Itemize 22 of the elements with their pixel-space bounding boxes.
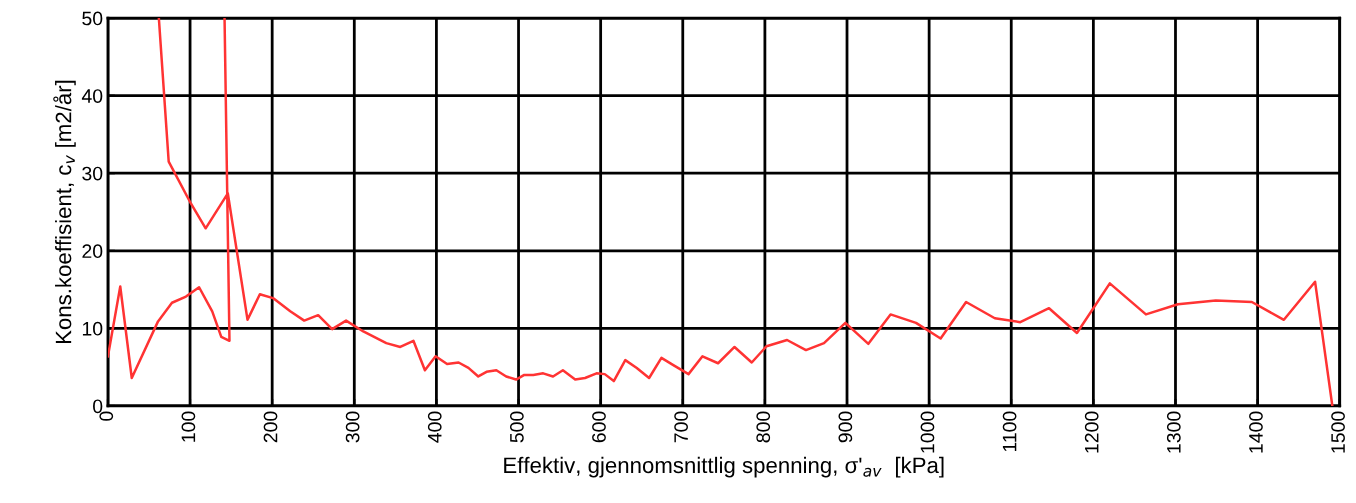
- x-tick-label: 300: [345, 411, 360, 443]
- x-tick-label: 600: [592, 411, 606, 443]
- x-tick-label: 1300: [1166, 411, 1181, 453]
- y-axis-title: Kons.koeffisient, c$_{v}$ [m2/år]: [53, 80, 76, 344]
- y-tick-label: 40: [81, 89, 103, 103]
- y-tick-label: 10: [82, 321, 103, 336]
- y-tick-label: 30: [82, 166, 103, 181]
- x-tick-label: 100: [181, 411, 196, 442]
- x-tick-label: 1400: [1249, 411, 1263, 453]
- x-tick-label: 1000: [920, 411, 935, 453]
- x-tick-label: 1500: [1331, 411, 1345, 453]
- x-tick-label: 200: [263, 411, 278, 443]
- x-tick-label: 1200: [1084, 411, 1099, 453]
- x-tick-label: 1100: [1002, 411, 1017, 452]
- x-tick-label: 700: [674, 411, 688, 443]
- y-tick-label: 20: [82, 244, 103, 259]
- x-tick-label: 500: [509, 411, 524, 443]
- x-tick-label: 900: [838, 411, 853, 443]
- y-tick-label: 50: [82, 11, 103, 26]
- x-tick-label: 800: [756, 411, 771, 443]
- x-axis-title: Effektiv, gjennomsnittlig spenning, σ'$_{av}$ [kPa]: [504, 456, 944, 478]
- x-tick-label: 400: [427, 411, 442, 443]
